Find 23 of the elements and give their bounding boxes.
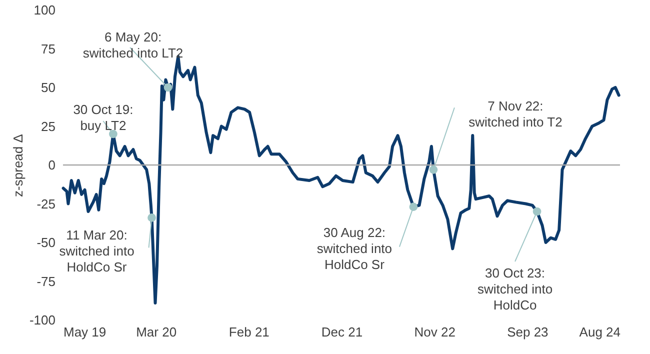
x-tick-label: Aug 24 xyxy=(579,324,620,340)
x-tick-label: Sep 23 xyxy=(507,324,548,340)
y-tick-label: 0 xyxy=(48,158,56,172)
annotation: 6 May 20: switched into LT2 xyxy=(82,30,184,60)
annotation: 7 Nov 22: switched into T2 xyxy=(468,98,562,130)
y-tick-label: -50 xyxy=(36,235,56,250)
y-tick-label: -25 xyxy=(36,196,56,212)
annotation: 30 Aug 22: switched into HoldCo Sr xyxy=(316,224,392,272)
y-tick-label: 25 xyxy=(41,118,56,134)
annotation: 30 Oct 19: buy LT2 xyxy=(73,102,134,133)
y-tick-label: 75 xyxy=(41,41,56,56)
annotation: 11 Mar 20: switched into HoldCo Sr xyxy=(59,228,134,275)
y-axis-title: z-spread Δ xyxy=(10,134,26,197)
y-tick-label: -75 xyxy=(36,274,56,289)
y-tick-label: -100 xyxy=(29,312,56,328)
x-tick-label: Dec 21 xyxy=(321,324,363,340)
x-tick-label: Mar 20 xyxy=(136,324,177,340)
x-tick-label: Nov 22 xyxy=(414,324,456,340)
y-tick-label: 50 xyxy=(41,80,56,95)
y-tick-label: 100 xyxy=(34,2,56,18)
annotation: 30 Oct 23: switched into HoldCo xyxy=(477,266,553,312)
x-tick-label: May 19 xyxy=(64,324,106,340)
x-tick-label: Feb 21 xyxy=(228,324,270,340)
